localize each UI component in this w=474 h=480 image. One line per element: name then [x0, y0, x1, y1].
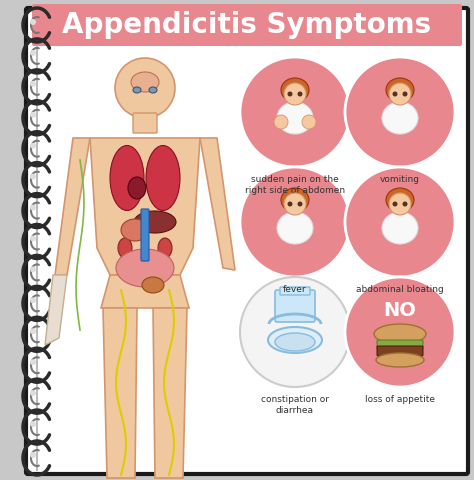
FancyBboxPatch shape — [26, 8, 468, 474]
Circle shape — [30, 81, 36, 87]
Ellipse shape — [374, 324, 426, 344]
Ellipse shape — [158, 238, 172, 258]
Circle shape — [30, 452, 36, 458]
Circle shape — [30, 204, 36, 211]
Ellipse shape — [386, 188, 414, 212]
Circle shape — [274, 115, 288, 129]
Circle shape — [30, 390, 36, 396]
Ellipse shape — [131, 72, 159, 92]
Ellipse shape — [382, 212, 418, 244]
FancyBboxPatch shape — [141, 209, 149, 261]
Text: constipation or
diarrhea: constipation or diarrhea — [261, 395, 329, 415]
Circle shape — [288, 202, 292, 206]
Ellipse shape — [146, 145, 180, 211]
FancyBboxPatch shape — [32, 4, 462, 46]
Circle shape — [30, 359, 36, 365]
Ellipse shape — [118, 238, 132, 258]
Circle shape — [30, 421, 36, 427]
Polygon shape — [45, 275, 67, 345]
Circle shape — [30, 297, 36, 303]
Polygon shape — [90, 138, 200, 275]
Polygon shape — [153, 308, 187, 478]
Ellipse shape — [268, 327, 322, 353]
Ellipse shape — [382, 102, 418, 134]
Ellipse shape — [133, 87, 141, 93]
Circle shape — [345, 277, 455, 387]
Circle shape — [30, 266, 36, 273]
Ellipse shape — [142, 277, 164, 293]
Text: NO: NO — [383, 300, 417, 320]
Ellipse shape — [149, 87, 157, 93]
Ellipse shape — [281, 78, 309, 102]
Ellipse shape — [277, 102, 313, 134]
Circle shape — [30, 112, 36, 118]
Circle shape — [402, 92, 408, 96]
Circle shape — [30, 19, 36, 25]
Circle shape — [345, 57, 455, 167]
Circle shape — [115, 58, 175, 118]
Ellipse shape — [116, 249, 174, 287]
Circle shape — [30, 328, 36, 334]
Circle shape — [30, 50, 36, 56]
Circle shape — [240, 167, 350, 277]
Ellipse shape — [376, 353, 424, 367]
Ellipse shape — [389, 83, 411, 105]
FancyBboxPatch shape — [377, 346, 423, 356]
Circle shape — [30, 143, 36, 149]
FancyBboxPatch shape — [377, 340, 423, 349]
FancyBboxPatch shape — [280, 287, 310, 295]
Ellipse shape — [277, 212, 313, 244]
Circle shape — [288, 92, 292, 96]
Ellipse shape — [284, 83, 306, 105]
Ellipse shape — [134, 211, 176, 233]
Polygon shape — [103, 308, 137, 478]
Ellipse shape — [275, 333, 315, 351]
Text: loss of appetite: loss of appetite — [365, 395, 435, 404]
Text: sudden pain on the
right side of abdomen: sudden pain on the right side of abdomen — [245, 175, 345, 195]
FancyBboxPatch shape — [275, 290, 315, 322]
Ellipse shape — [121, 219, 149, 241]
Text: vomiting: vomiting — [380, 175, 420, 184]
Circle shape — [298, 92, 302, 96]
Ellipse shape — [128, 177, 146, 199]
Ellipse shape — [389, 193, 411, 215]
Text: abdominal bloating: abdominal bloating — [356, 285, 444, 294]
Ellipse shape — [284, 193, 306, 215]
Circle shape — [302, 115, 316, 129]
Polygon shape — [55, 138, 90, 275]
Text: fever: fever — [283, 285, 307, 294]
Ellipse shape — [281, 188, 309, 212]
Circle shape — [30, 174, 36, 180]
Circle shape — [298, 202, 302, 206]
FancyBboxPatch shape — [133, 113, 157, 133]
Polygon shape — [101, 275, 189, 308]
Circle shape — [402, 202, 408, 206]
Ellipse shape — [386, 78, 414, 102]
Circle shape — [392, 92, 398, 96]
Ellipse shape — [110, 145, 144, 211]
Circle shape — [30, 236, 36, 241]
Circle shape — [240, 57, 350, 167]
Text: Appendicitis Symptoms: Appendicitis Symptoms — [63, 11, 431, 39]
Circle shape — [345, 167, 455, 277]
Circle shape — [392, 202, 398, 206]
Polygon shape — [200, 138, 235, 270]
Circle shape — [240, 277, 350, 387]
